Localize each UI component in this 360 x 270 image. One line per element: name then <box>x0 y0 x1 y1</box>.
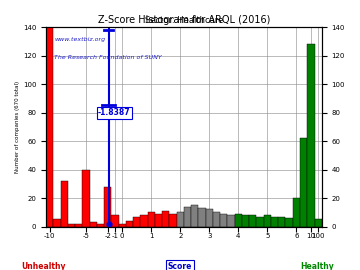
Bar <box>111 215 118 227</box>
Bar <box>213 212 220 227</box>
Bar <box>162 211 169 227</box>
Bar <box>264 215 271 227</box>
Bar <box>53 220 60 227</box>
Title: Z-Score Histogram for ARQL (2016): Z-Score Histogram for ARQL (2016) <box>98 15 270 25</box>
Bar <box>97 224 104 227</box>
Bar <box>75 224 82 227</box>
Bar <box>169 214 177 227</box>
Y-axis label: Number of companies (670 total): Number of companies (670 total) <box>15 81 20 173</box>
Bar <box>315 220 322 227</box>
Text: -1.8387: -1.8387 <box>98 109 131 117</box>
Text: Score: Score <box>168 262 192 270</box>
Bar <box>278 217 285 227</box>
Bar <box>126 221 133 227</box>
Bar <box>46 27 53 227</box>
Bar <box>285 218 293 227</box>
Bar <box>235 214 242 227</box>
Bar <box>155 214 162 227</box>
Bar <box>184 207 191 227</box>
Bar <box>133 217 140 227</box>
Bar <box>118 224 126 227</box>
Bar <box>191 205 198 227</box>
Bar <box>228 215 235 227</box>
Bar <box>300 138 307 227</box>
Text: The Research Foundation of SUNY: The Research Foundation of SUNY <box>54 55 162 60</box>
Bar <box>140 215 148 227</box>
Bar <box>256 217 264 227</box>
Bar <box>220 214 228 227</box>
Bar <box>206 210 213 227</box>
Bar <box>242 215 249 227</box>
Bar <box>293 198 300 227</box>
Text: Healthy: Healthy <box>300 262 334 270</box>
Bar <box>82 170 90 227</box>
Bar <box>90 222 97 227</box>
Bar <box>198 208 206 227</box>
Bar <box>68 224 75 227</box>
Bar <box>177 212 184 227</box>
Text: Sector: Healthcare: Sector: Healthcare <box>145 16 223 25</box>
Bar <box>148 212 155 227</box>
Bar <box>60 181 68 227</box>
Bar <box>104 187 111 227</box>
Bar <box>249 215 256 227</box>
Text: www.textbiz.org: www.textbiz.org <box>54 37 105 42</box>
Bar <box>307 44 315 227</box>
Bar <box>271 217 278 227</box>
Text: Unhealthy: Unhealthy <box>21 262 66 270</box>
